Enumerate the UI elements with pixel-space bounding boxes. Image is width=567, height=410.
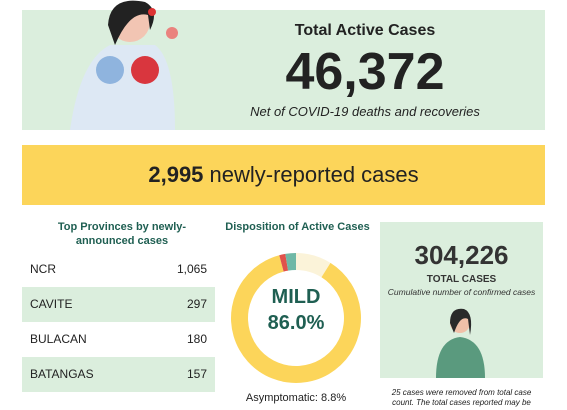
disposition-note: Asymptomatic: 8.8% — [245, 392, 347, 404]
banner: 2,995 newly-reported cases — [22, 145, 545, 205]
province-name: NCR — [30, 262, 56, 276]
total-note: 25 cases were removed from total case co… — [391, 388, 532, 407]
banner-value: 2,995 — [148, 162, 204, 187]
province-count: 180 — [186, 332, 207, 346]
donut-segment — [285, 253, 296, 271]
province-count: 1,065 — [176, 262, 207, 276]
province-row: CAVITE 297 — [22, 287, 215, 322]
banner-text: newly-reported cases — [203, 162, 419, 187]
province-name: CAVITE — [30, 297, 73, 311]
donut — [231, 253, 361, 383]
provinces-table: NCR 1,065 CAVITE 297 BULACAN 180 BATANGAS 157 — [22, 252, 215, 392]
province-row: NCR 1,065 — [22, 252, 215, 287]
header-subtitle: Net of COVID-19 deaths and recoveries — [250, 104, 480, 119]
woman-illustration — [436, 308, 485, 378]
disposition-title: Disposition of Active Cases — [225, 221, 370, 233]
header-value: 46,372 — [285, 43, 445, 101]
center-value: 86.0% — [267, 312, 325, 334]
illustration — [70, 0, 178, 130]
province-row: BULACAN 180 — [22, 322, 215, 357]
header-title: Total Active Cases — [294, 22, 436, 39]
center-label: MILD — [271, 286, 321, 308]
province-count: 157 — [186, 367, 207, 381]
donut-segment — [279, 253, 289, 272]
province-name: BATANGAS — [30, 367, 94, 381]
provinces-title: Top Provinces by newly-announced cases — [57, 221, 187, 247]
province-name: BULACAN — [30, 332, 87, 346]
total-label: TOTAL CASES — [426, 274, 497, 285]
province-row: BATANGAS 157 — [22, 357, 215, 392]
total-value: 304,226 — [414, 240, 509, 270]
total-subtitle: Cumulative number of confirmed cases — [387, 287, 536, 297]
province-count: 297 — [186, 297, 207, 311]
donut-segment — [296, 253, 331, 278]
